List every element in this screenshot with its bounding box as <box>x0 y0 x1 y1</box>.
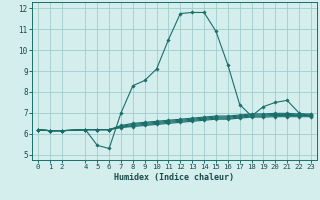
X-axis label: Humidex (Indice chaleur): Humidex (Indice chaleur) <box>115 173 234 182</box>
